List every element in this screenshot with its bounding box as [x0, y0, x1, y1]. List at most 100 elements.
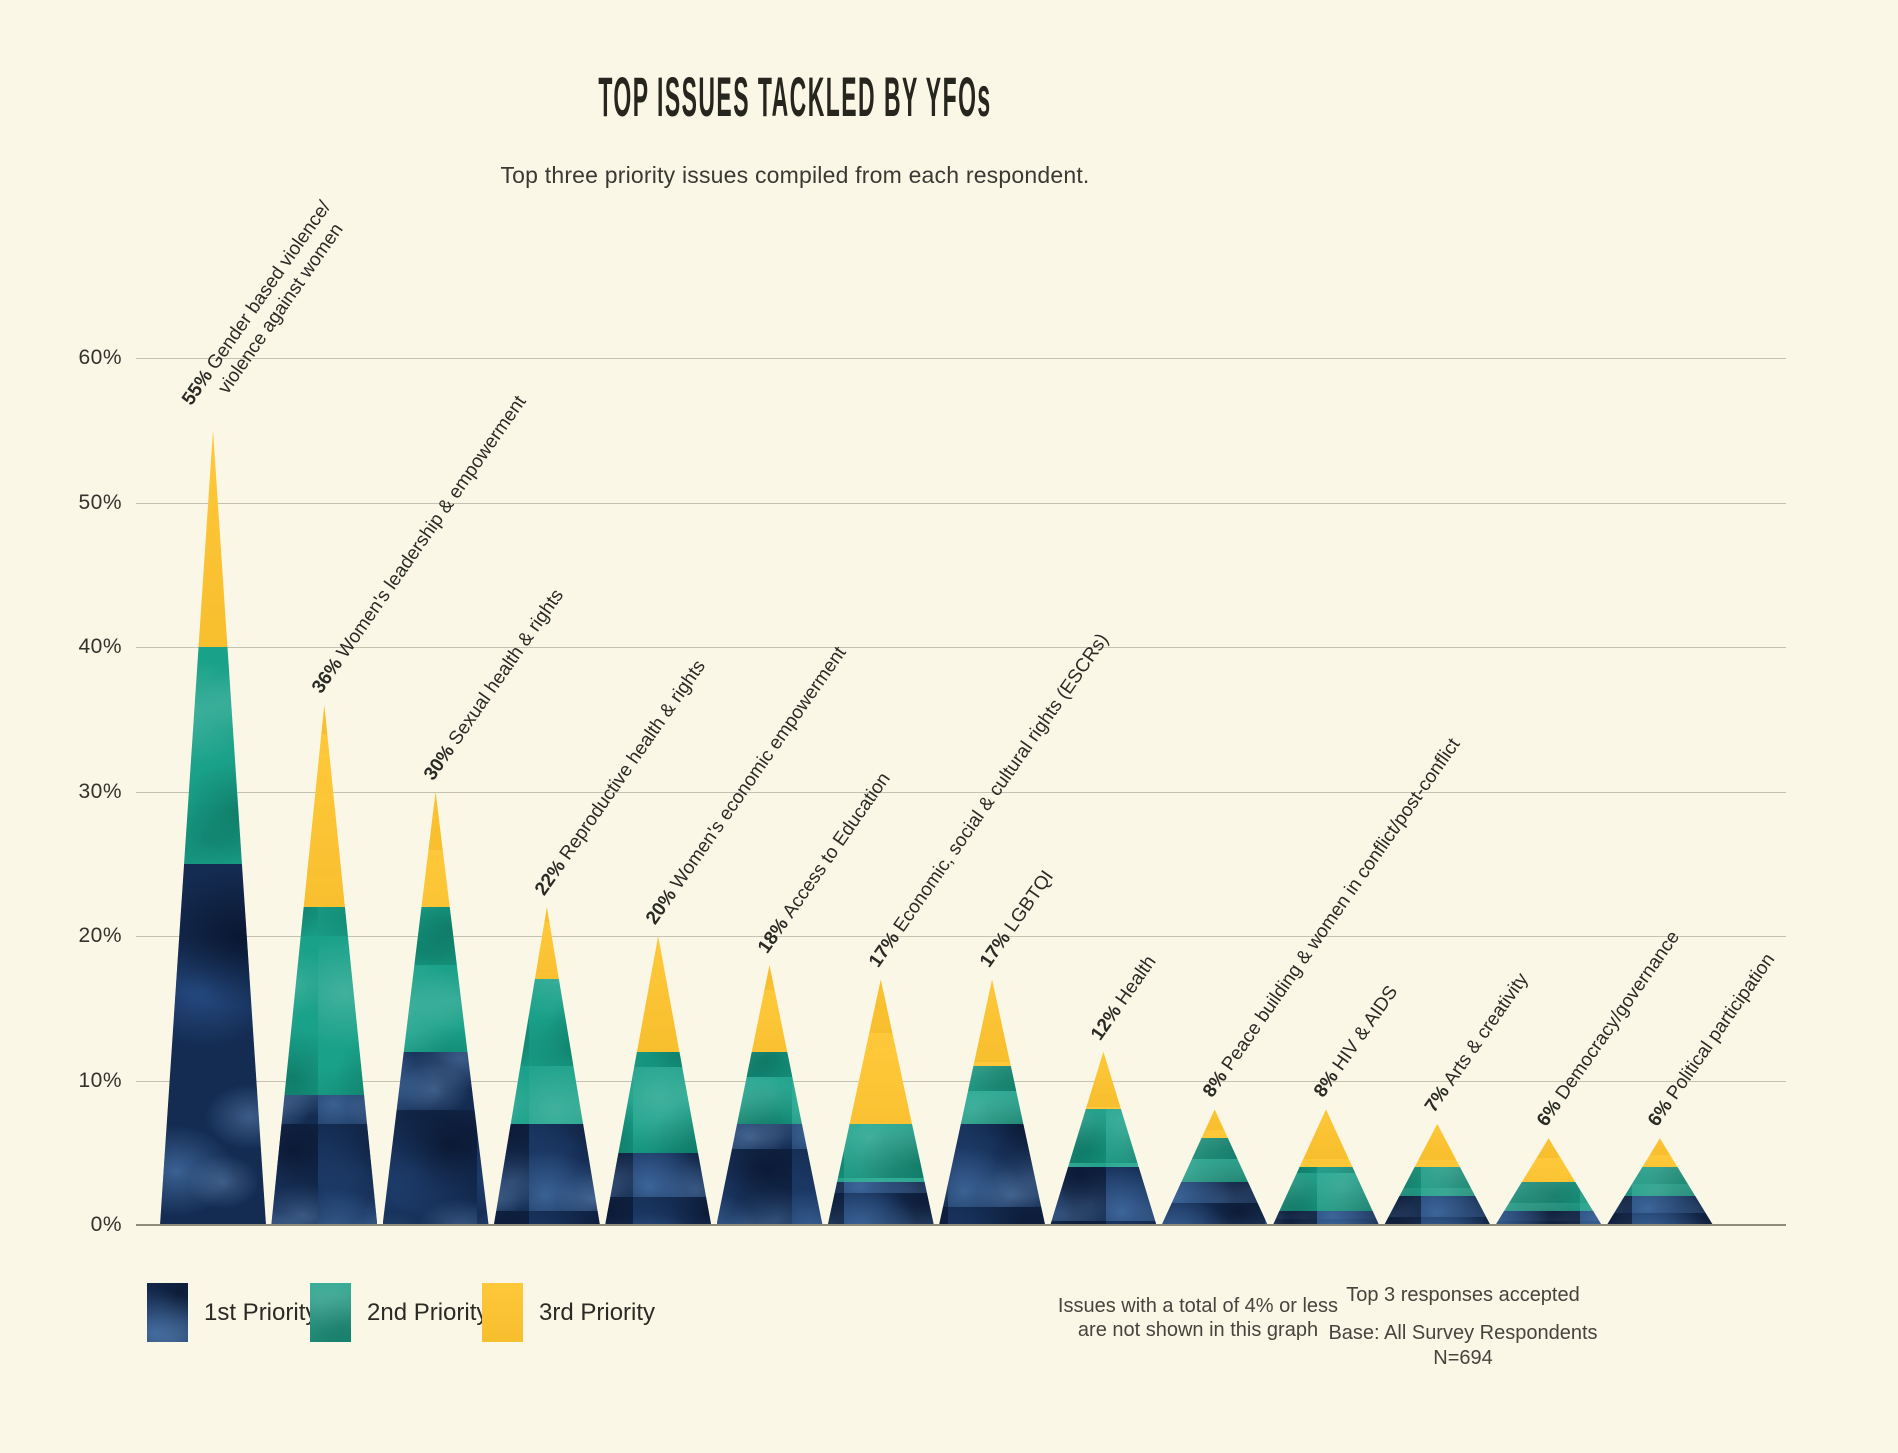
legend-label-2nd-priority: 2nd Priority — [367, 1299, 489, 1326]
category-label-line-1-sexual-health-rights: 30% Sexual health & rights — [419, 584, 568, 784]
legend-swatch-3rd-priority — [482, 1283, 523, 1342]
category-label-womens-leadership-empowerment: 36% Women's leadership & empowerment — [307, 391, 531, 698]
segment-second-priority-lgbtqi — [939, 1066, 1046, 1124]
category-percent-political-participation: 6% — [1643, 1091, 1680, 1131]
segment-third-priority-arts-creativity — [1384, 1123, 1491, 1168]
footnote-top3: Top 3 responses accepted — [1346, 1284, 1580, 1306]
gridline-0% — [136, 1224, 1786, 1226]
y-axis-tick-20%: 20% — [78, 924, 122, 947]
triangle-gender-based-violence — [160, 430, 266, 1225]
segment-first-priority-health — [1050, 1167, 1157, 1225]
segment-second-priority-access-to-education — [716, 1051, 823, 1124]
triangle-arts-creativity — [1384, 1123, 1491, 1225]
segment-second-priority-health — [1050, 1109, 1157, 1168]
category-percent-democracy-governance: 6% — [1532, 1091, 1569, 1131]
footnote-base-respondents: Base: All Survey Respondents — [1328, 1322, 1598, 1344]
triangle-health — [1050, 1051, 1157, 1225]
segment-third-priority-hiv-aids — [1273, 1109, 1379, 1168]
segment-third-priority-peace-building — [1161, 1109, 1268, 1139]
segment-third-priority-lgbtqi — [939, 979, 1046, 1067]
category-label-peace-building: 8% Peace building & women in conflict/po… — [1198, 734, 1465, 1102]
category-percent-health: 12% — [1087, 996, 1130, 1045]
category-label-line-1-access-to-education: 18% Access to Education — [753, 768, 895, 958]
segment-first-priority-hiv-aids — [1273, 1210, 1379, 1225]
y-axis-tick-10%: 10% — [78, 1068, 122, 1092]
category-percent-arts-creativity: 7% — [1421, 1077, 1458, 1117]
gridline-20% — [136, 936, 1786, 937]
segment-second-priority-escrs — [827, 1123, 934, 1182]
category-percent-access-to-education: 18% — [753, 909, 796, 958]
chart-header: TOP ISSUES TACKLED BY YFOs Top three pri… — [245, 0, 1345, 189]
triangle-womens-leadership-empowerment — [271, 704, 378, 1225]
category-label-sexual-health-rights: 30% Sexual health & rights — [419, 584, 569, 784]
category-percent-lgbtqi: 17% — [976, 924, 1019, 972]
category-percent-sexual-health-rights: 30% — [419, 736, 462, 784]
segment-second-priority-sexual-health-rights — [382, 907, 489, 1052]
segment-first-priority-access-to-education — [716, 1123, 823, 1225]
segment-third-priority-gender-based-violence — [160, 430, 266, 647]
gridline-50% — [136, 502, 1786, 504]
segment-first-priority-democracy-governance — [1495, 1210, 1602, 1225]
footnote-base: Top 3 responses accepted Base: All Surve… — [1263, 1283, 1663, 1371]
category-label-line-1-hiv-aids: 8% HIV & AIDS — [1309, 982, 1403, 1102]
segment-first-priority-escrs — [827, 1181, 934, 1225]
footnote-exclusions: Issues with a total of 4% or less are no… — [998, 1294, 1398, 1342]
category-percent-escrs: 17% — [864, 924, 907, 972]
category-percent-peace-building: 8% — [1198, 1062, 1235, 1102]
category-label-line-2-gender-based-violence: violence against women — [214, 219, 348, 399]
segment-first-priority-gender-based-violence — [160, 863, 266, 1225]
category-label-line-1-gender-based-violence: 55% Gender based violence/ — [178, 197, 336, 410]
segment-third-priority-sexual-health-rights — [382, 791, 489, 908]
segment-third-priority-womens-leadership-empowerment — [271, 704, 378, 908]
gridline-60% — [136, 358, 1786, 359]
gridline-40% — [136, 647, 1786, 648]
segment-second-priority-hiv-aids — [1273, 1167, 1379, 1211]
gridline-30% — [136, 791, 1786, 793]
segment-third-priority-womens-economic-empowerment — [605, 936, 712, 1052]
category-label-gender-based-violence: 55% Gender based violence/violence again… — [177, 197, 355, 423]
y-axis-tick-50%: 50% — [78, 490, 122, 514]
triangle-hiv-aids — [1273, 1109, 1379, 1225]
segment-first-priority-reproductive-health-rights — [493, 1123, 600, 1225]
category-label-line-1-arts-creativity: 7% Arts & creativity — [1421, 969, 1533, 1117]
footnote-exclusions-line2: are not shown in this graph — [1077, 1319, 1319, 1341]
category-label-escrs: 17% Economic, social & cultural rights (… — [864, 630, 1114, 973]
category-percent-hiv-aids: 8% — [1309, 1062, 1346, 1102]
category-label-access-to-education: 18% Access to Education — [753, 768, 895, 958]
segment-second-priority-political-participation — [1606, 1167, 1713, 1197]
category-label-political-participation: 6% Political participation — [1643, 949, 1780, 1131]
chart-title: TOP ISSUES TACKLED BY YFOs — [598, 65, 992, 129]
segment-second-priority-arts-creativity — [1384, 1167, 1491, 1197]
category-percent-reproductive-health-rights: 22% — [530, 851, 573, 900]
segment-third-priority-reproductive-health-rights — [493, 907, 600, 980]
category-label-line-1-political-participation: 6% Political participation — [1643, 949, 1780, 1131]
category-label-health: 12% Health — [1087, 951, 1162, 1045]
category-label-line-1-escrs: 17% Economic, social & cultural rights (… — [864, 630, 1113, 972]
legend-swatch-2nd-priority — [310, 1283, 351, 1342]
segment-third-priority-escrs — [827, 979, 934, 1124]
category-label-line-1-health: 12% Health — [1087, 951, 1161, 1045]
chart-subtitle: Top three priority issues compiled from … — [500, 162, 1090, 188]
y-axis-tick-0%: 0% — [90, 1213, 122, 1236]
y-axis-tick-30%: 30% — [78, 779, 122, 803]
triangle-escrs — [827, 979, 934, 1225]
triangle-sexual-health-rights — [382, 791, 489, 1226]
segment-first-priority-peace-building — [1161, 1181, 1268, 1225]
y-axis-tick-60%: 60% — [78, 346, 122, 369]
segment-second-priority-reproductive-health-rights — [493, 979, 600, 1124]
legend-swatch-1st-priority — [147, 1283, 188, 1342]
triangle-political-participation — [1606, 1138, 1713, 1225]
category-percent-womens-leadership-empowerment: 36% — [308, 649, 351, 698]
segment-third-priority-access-to-education — [716, 964, 823, 1052]
legend-label-3rd-priority: 3rd Priority — [539, 1299, 656, 1326]
segment-second-priority-peace-building — [1161, 1138, 1268, 1182]
triangle-reproductive-health-rights — [493, 907, 600, 1225]
segment-first-priority-womens-economic-empowerment — [605, 1152, 712, 1225]
segment-first-priority-womens-leadership-empowerment — [271, 1094, 378, 1225]
category-label-lgbtqi: 17% LGBTQI — [975, 867, 1059, 973]
category-label-line-1-lgbtqi: 17% LGBTQI — [976, 867, 1059, 972]
category-label-hiv-aids: 8% HIV & AIDS — [1309, 982, 1403, 1102]
triangle-democracy-governance — [1495, 1138, 1602, 1225]
